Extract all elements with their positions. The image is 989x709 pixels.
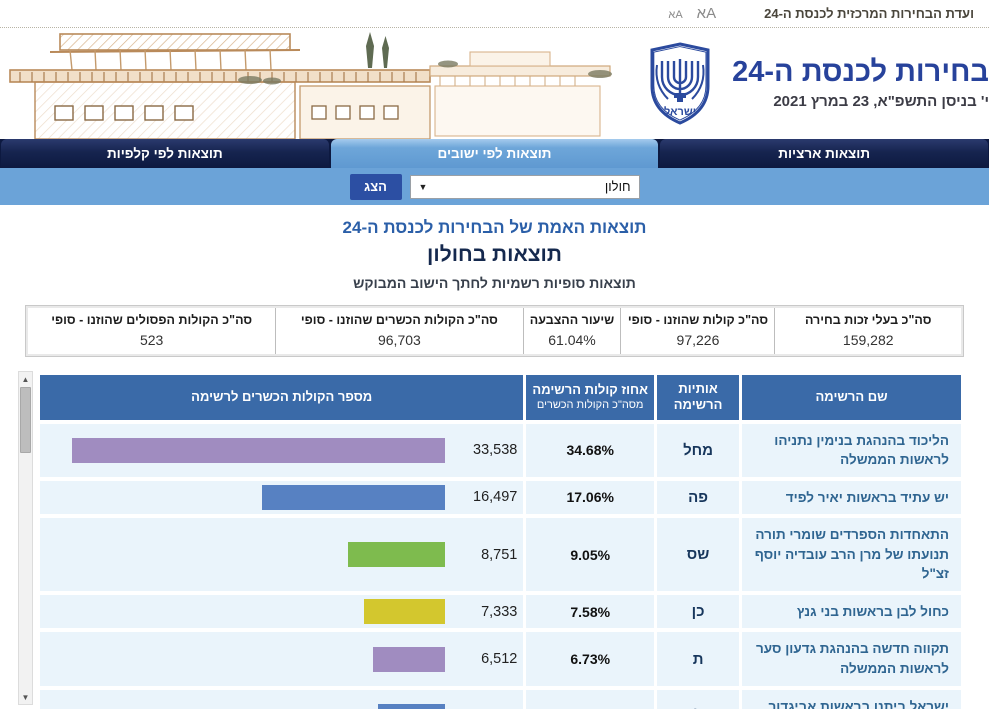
election-date: י' בניסן התשפ"א, 23 במרץ 2021 — [773, 92, 989, 110]
locality-filter-bar: חולון ▼ הצג — [0, 168, 989, 205]
emblem-label: ישראל — [664, 105, 696, 118]
table-row: הליכוד בהנהגת בנימין נתניהו לראשות הממשל… — [40, 423, 961, 477]
party-letters: כן — [657, 594, 740, 629]
party-name: תקווה חדשה בהנהגת גדעון סער לראשות הממשל… — [742, 632, 961, 686]
summary-total-votes: סה"כ קולות שהוזנו - סופי 97,226 — [620, 308, 775, 354]
votes-bar-track — [46, 437, 446, 463]
table-row: תקווה חדשה בהנהגת גדעון סער לראשות הממשל… — [40, 632, 961, 686]
table-row: התאחדות הספרדים שומרי תורה תנועתו של מרן… — [40, 518, 961, 591]
header-title-block: בחירות לכנסת ה-24 י' בניסן התשפ"א, 23 במ… — [634, 28, 989, 139]
summary-label: סה"כ בעלי זכות בחירה — [804, 313, 932, 327]
votes-bar-track — [46, 599, 446, 625]
party-votes: 6,512 — [481, 651, 518, 667]
font-size-increase-button[interactable]: Aא — [696, 5, 717, 22]
party-percent: 34.68% — [526, 423, 655, 477]
party-name: יש עתיד בראשות יאיר לפיד — [742, 480, 961, 515]
city-select-dropdown[interactable]: חולון ▼ — [409, 174, 640, 199]
column-header-party-letters: אותיות הרשימה — [657, 375, 740, 420]
votes-bar-track — [46, 542, 446, 568]
table-row: כחול לבן בראשות בני גנץ כן 7.58% 7,333 — [40, 594, 961, 629]
summary-label: סה"כ הקולות הפסולים שהוזנו - סופי — [51, 313, 253, 327]
site-header: בחירות לכנסת ה-24 י' בניסן התשפ"א, 23 במ… — [0, 28, 989, 139]
summary-turnout: שיעור ההצבעה 61.04% — [522, 308, 621, 354]
party-letters: ל — [657, 689, 740, 709]
committee-name: ועדת הבחירות המרכזית לכנסת ה-24 — [764, 6, 974, 21]
votes-bar — [363, 599, 446, 625]
chevron-down-icon: ▼ — [418, 181, 428, 192]
party-letters: מחל — [657, 423, 740, 477]
scrollbar-thumb[interactable] — [20, 387, 31, 453]
party-percent: 9.05% — [526, 518, 655, 591]
party-name: התאחדות הספרדים שומרי תורה תנועתו של מרן… — [742, 518, 961, 591]
table-scrollbar[interactable]: ▲ ▼ — [18, 371, 33, 705]
israel-state-emblem-icon: ישראל — [650, 41, 710, 125]
results-table-area: שם הרשימה אותיות הרשימה אחוז קולות הרשימ… — [18, 371, 964, 709]
party-percent: 6.22% — [526, 689, 655, 709]
results-locality-title: תוצאות בחולון — [427, 243, 562, 266]
column-header-votes: מספר הקולות הכשרים לרשימה — [40, 375, 524, 420]
party-name: ישראל ביתנו בראשות אביגדור ליברמן — [742, 689, 961, 709]
results-table: שם הרשימה אותיות הרשימה אחוז קולות הרשימ… — [37, 371, 964, 709]
votes-bar — [372, 646, 446, 672]
party-percent: 6.73% — [526, 632, 655, 686]
scrollbar-down-arrow-icon[interactable]: ▼ — [21, 692, 30, 702]
column-header-percent: אחוז קולות הרשימה מסה"כ הקולות הכשרים — [526, 375, 655, 420]
summary-label: סה"כ קולות שהוזנו - סופי — [627, 313, 769, 327]
results-titles: תוצאות האמת של הבחירות לכנסת ה-24 תוצאות… — [0, 205, 989, 301]
column-header-party-name: שם הרשימה — [742, 375, 961, 420]
scrollbar-up-arrow-icon[interactable]: ▲ — [21, 374, 30, 384]
summary-label: שיעור ההצבעה — [529, 313, 615, 327]
party-votes: 16,497 — [473, 489, 518, 506]
table-row: ישראל ביתנו בראשות אביגדור ליברמן ל 6.22… — [40, 689, 961, 709]
summary-strip: סה"כ בעלי זכות בחירה 159,282 סה"כ קולות … — [25, 305, 964, 357]
party-letters: ת — [657, 632, 740, 686]
votes-bar-track — [46, 484, 446, 510]
column-header-percent-main: אחוז קולות הרשימה — [532, 381, 649, 397]
party-votes: 7,333 — [481, 603, 518, 620]
votes-bar — [378, 703, 446, 709]
results-tbody: הליכוד בהנהגת בנימין נתניהו לראשות הממשל… — [40, 423, 961, 709]
tab-results-by-polling-station[interactable]: תוצאות לפי קלפיות — [0, 139, 329, 168]
site-title: בחירות לכנסת ה-24 — [732, 56, 989, 89]
font-size-controls: Aא Aא — [668, 5, 716, 22]
party-votes: 33,538 — [473, 442, 518, 459]
votes-bar — [261, 484, 446, 510]
show-results-button[interactable]: הצג — [349, 173, 402, 200]
votes-bar-track — [46, 646, 446, 672]
knesset-building-sketch-image — [9, 32, 612, 139]
votes-bar-track — [46, 703, 446, 709]
results-note: תוצאות סופיות רשמיות לחתך הישוב המבוקש — [353, 275, 636, 291]
summary-value: 61.04% — [548, 332, 596, 348]
results-main-title: תוצאות האמת של הבחירות לכנסת ה-24 — [342, 218, 647, 237]
summary-invalid-votes: סה"כ הקולות הפסולים שהוזנו - סופי 523 — [28, 308, 276, 354]
summary-value: 523 — [139, 332, 164, 348]
summary-label: סה"כ הקולות הכשרים שהוזנו - סופי — [300, 313, 498, 327]
tab-national-results[interactable]: תוצאות ארציות — [660, 139, 988, 168]
summary-value: 96,703 — [377, 332, 421, 348]
top-bar: ועדת הבחירות המרכזית לכנסת ה-24 Aא Aא — [0, 0, 989, 28]
party-percent: 7.58% — [526, 594, 655, 629]
party-percent: 17.06% — [526, 480, 655, 515]
party-letters: שס — [657, 518, 740, 591]
city-select-value: חולון — [604, 179, 631, 194]
main-navigation-tabs: תוצאות ארציות תוצאות לפי ישובים תוצאות ל… — [0, 139, 989, 168]
summary-eligible-voters: סה"כ בעלי זכות בחירה 159,282 — [774, 308, 961, 354]
party-letters: פה — [657, 480, 740, 515]
table-row: יש עתיד בראשות יאיר לפיד פה 17.06% 16,49… — [40, 480, 961, 515]
summary-value: 97,226 — [676, 332, 720, 348]
party-votes: 8,751 — [481, 546, 518, 563]
font-size-decrease-button[interactable]: Aא — [668, 9, 683, 21]
column-header-percent-sub: מסה"כ הקולות הכשרים — [536, 399, 644, 411]
party-name: הליכוד בהנהגת בנימין נתניהו לראשות הממשל… — [742, 423, 961, 477]
summary-valid-votes: סה"כ הקולות הכשרים שהוזנו - סופי 96,703 — [275, 308, 523, 354]
votes-bar — [71, 437, 446, 463]
votes-bar — [347, 542, 446, 568]
party-name: כחול לבן בראשות בני גנץ — [742, 594, 961, 629]
summary-value: 159,282 — [842, 332, 894, 348]
tab-results-by-locality[interactable]: תוצאות לפי ישובים — [330, 139, 659, 168]
